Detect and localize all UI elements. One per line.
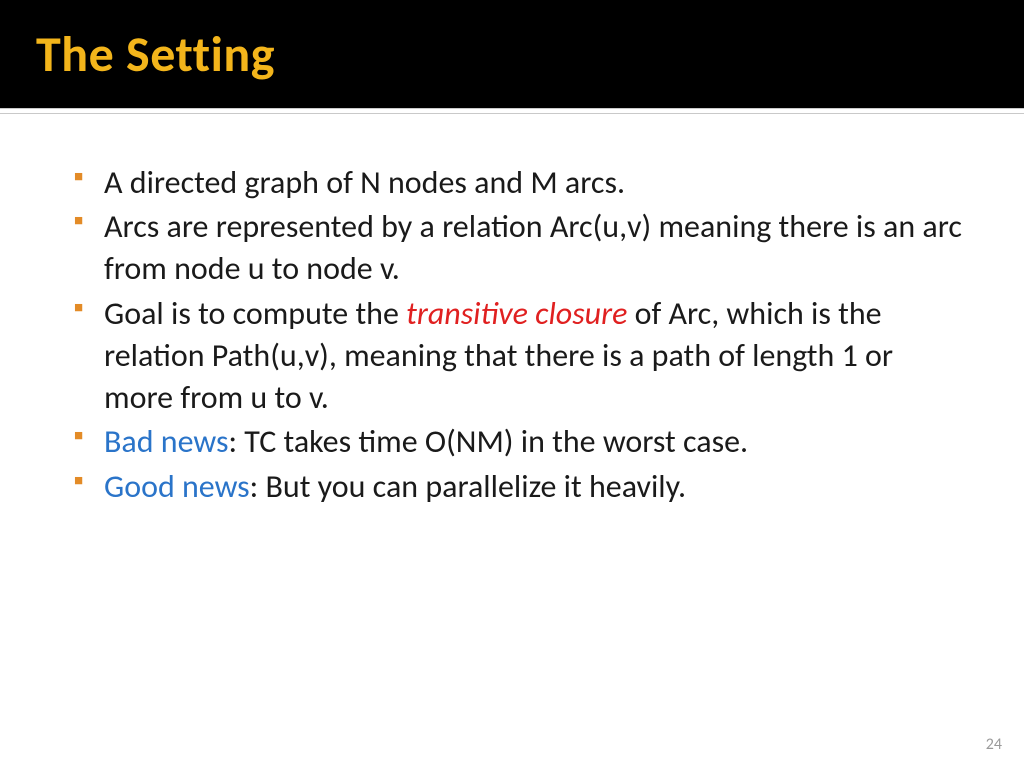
list-item: Bad news: TC takes time O(NM) in the wor… xyxy=(56,421,968,463)
list-item: Arcs are represented by a relation Arc(u… xyxy=(56,206,968,290)
slide-body: A directed graph of N nodes and M arcs. … xyxy=(0,114,1024,508)
emphasis-blue: Bad news xyxy=(104,422,228,461)
bullet-text: A directed graph of N nodes and M arcs. xyxy=(104,163,625,202)
slide-title: The Setting xyxy=(36,24,275,85)
emphasis-blue: Good news xyxy=(104,467,250,506)
page-number: 24 xyxy=(986,735,1002,754)
list-item: Good news: But you can parallelize it he… xyxy=(56,466,968,508)
bullet-list: A directed graph of N nodes and M arcs. … xyxy=(56,162,968,508)
bullet-text: : TC takes time O(NM) in the worst case. xyxy=(228,422,748,461)
bullet-text: : But you can parallelize it heavily. xyxy=(250,467,686,506)
list-item: Goal is to compute the transitive closur… xyxy=(56,293,968,420)
list-item: A directed graph of N nodes and M arcs. xyxy=(56,162,968,204)
emphasis-red: transitive closure xyxy=(406,294,627,333)
bullet-text: Arcs are represented by a relation Arc(u… xyxy=(104,207,962,288)
bullet-text: Goal is to compute the xyxy=(104,294,406,333)
title-bar: The Setting xyxy=(0,0,1024,108)
